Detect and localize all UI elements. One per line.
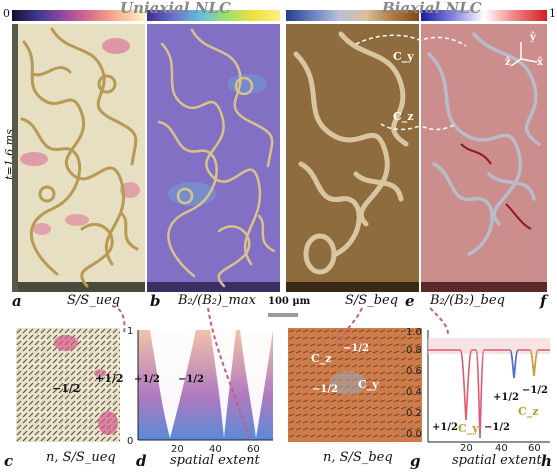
panel-label-c: c: [4, 452, 13, 470]
caption-b: B₂/(B₂)_max: [178, 293, 256, 308]
panel-label-a: a: [12, 292, 22, 310]
cy-label-e: C_y: [393, 50, 414, 63]
caption-g: n, S/S_beq: [323, 450, 393, 465]
chart-h-cy: C_y: [458, 422, 479, 435]
header-uniaxial: Uniaxial NLC: [120, 0, 231, 17]
panel-g-neg-half-2: −1/2: [312, 384, 338, 395]
header-biaxial: Biaxial NLC: [382, 0, 482, 17]
caption-e: S/S_beq: [345, 293, 398, 308]
colorbar-min-label: 0: [3, 7, 10, 20]
chart-d-pos-half: +1/2: [134, 374, 160, 385]
panel-label-g: g: [410, 452, 421, 470]
axis-y-label: ŷ: [530, 32, 536, 43]
chart-d: [128, 328, 278, 446]
chart-d-neg-half: −1/2: [178, 374, 204, 385]
cz-label-e: C_z: [393, 110, 414, 123]
caption-c: n, S/S_ueq: [46, 450, 116, 465]
chart-d-ytick-0: 0: [127, 436, 133, 447]
panel-g-cz: C_z: [311, 352, 332, 365]
panel-label-b: b: [150, 292, 161, 310]
caption-a: S/S_ueq: [67, 293, 120, 308]
panel-b-image: [147, 24, 280, 292]
caption-d: spatial extent: [170, 453, 260, 468]
chart-h-cz: C_z: [518, 405, 539, 418]
panel-label-f: f: [540, 292, 546, 310]
panel-g-neg-half-1: −1/2: [343, 343, 369, 354]
chart-h-ytick-08: 0.8: [406, 345, 422, 356]
chart-h-pos-half-2: +1/2: [432, 422, 458, 433]
chart-h-pos-half-1: +1/2: [493, 392, 519, 403]
panel-c-pos-half: +1/2: [95, 372, 124, 385]
chart-h-ytick-1: 1.0: [406, 327, 422, 338]
colorbar-max-label: 1: [549, 7, 556, 20]
chart-d-ytick-1: 1: [127, 326, 133, 337]
chart-h-ytick-00: 0.0: [406, 429, 422, 440]
scale-bar-label: 100 μm: [268, 296, 310, 307]
panel-f-image: [421, 24, 547, 292]
panel-c-neg-half: −1/2: [52, 382, 81, 395]
chart-h-ytick-02: 0.2: [406, 408, 422, 419]
axis-x-label: x̂: [537, 57, 543, 68]
panel-a-image: [12, 24, 145, 292]
chart-h-neg-half-2: −1/2: [484, 422, 510, 433]
chart-h-ytick-06: 0.6: [406, 366, 422, 377]
panel-g-cy: C_y: [358, 378, 379, 391]
caption-f: B₂/(B₂)_beq: [430, 293, 505, 308]
axis-z-label: ẑ: [505, 57, 511, 68]
chart-h-ytick-04: 0.4: [406, 387, 422, 398]
scale-bar: [268, 313, 298, 317]
chart-h-neg-half-1: −1/2: [522, 385, 548, 396]
panel-e-image: [286, 24, 419, 292]
panel-label-h: h: [541, 452, 552, 470]
panel-label-e: e: [405, 292, 415, 310]
caption-h: spatial extent: [452, 453, 542, 468]
panel-label-d: d: [136, 452, 147, 470]
